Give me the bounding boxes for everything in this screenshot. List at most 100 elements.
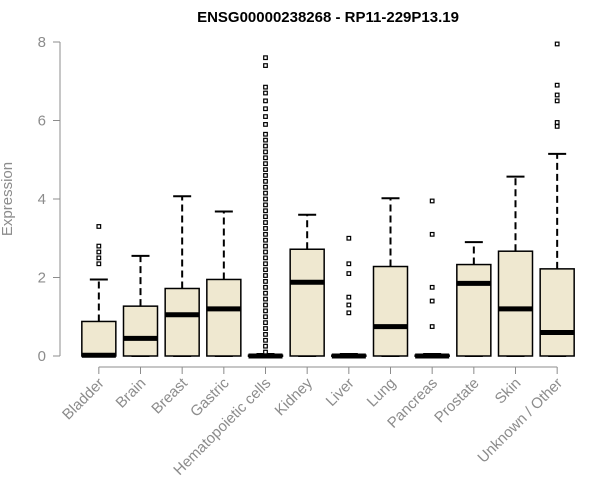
outlier-point: [263, 184, 268, 190]
outlier-point: [263, 226, 268, 231]
outlier-point: [346, 294, 352, 300]
outlier-point: [263, 63, 268, 68]
outlier-point: [263, 196, 268, 202]
box-iqr: [289, 248, 325, 357]
outlier-point: [263, 267, 268, 273]
outlier-point: [263, 173, 268, 178]
y-axis: 0 2 4 6 8: [38, 34, 61, 365]
outlier-point: [429, 198, 435, 204]
outlier-point: [263, 106, 268, 112]
outlier-point: [263, 255, 268, 261]
y-tick-label: 0: [38, 348, 46, 365]
outlier-point: [96, 224, 102, 229]
box-group: [122, 254, 159, 357]
outlier-point: [263, 337, 268, 343]
outlier-point: [96, 249, 102, 255]
box-group: [81, 224, 117, 358]
outlier-point: [554, 92, 560, 98]
box-iqr: [539, 268, 575, 357]
x-tick-label: Liver: [323, 375, 358, 410]
outlier-point: [263, 314, 268, 320]
outlier-point: [346, 302, 352, 308]
outlier-point: [554, 82, 560, 88]
box-group: [372, 197, 409, 357]
outlier-point: [263, 143, 268, 149]
outlier-point: [554, 123, 560, 129]
outlier-point: [554, 98, 560, 104]
box-iqr: [81, 320, 117, 357]
box-iqr: [206, 278, 242, 357]
outlier-point: [263, 349, 268, 355]
x-tick-label: Brain: [113, 375, 150, 412]
outlier-point: [263, 261, 268, 267]
outlier-point: [263, 178, 268, 184]
outlier-point: [263, 167, 268, 172]
outlier-point: [263, 149, 268, 155]
outlier-point: [554, 41, 560, 47]
outlier-point: [263, 114, 268, 119]
y-tick-label: 4: [38, 191, 46, 208]
y-axis-label: Expression: [0, 162, 16, 236]
outlier-point: [263, 220, 268, 225]
outlier-point: [263, 243, 268, 249]
outlier-point: [263, 231, 268, 237]
outlier-point: [96, 243, 102, 249]
outlier-point: [263, 284, 268, 290]
box-iqr: [122, 305, 159, 357]
outlier-point: [429, 298, 435, 304]
outlier-point: [263, 161, 268, 167]
outlier-point: [263, 131, 268, 137]
outlier-point: [263, 302, 268, 308]
x-tick-label: Bladder: [59, 375, 108, 424]
outlier-point: [263, 326, 268, 331]
outlier-point: [263, 208, 268, 214]
box-iqr: [456, 263, 492, 357]
chart-title: ENSG00000238268 - RP11-229P13.19: [197, 9, 459, 26]
y-tick-label: 8: [38, 34, 46, 51]
x-tick-label: Lung: [364, 375, 400, 411]
y-tick-label: 2: [38, 270, 46, 287]
outlier-point: [263, 290, 268, 296]
box-iqr: [164, 287, 200, 357]
boxes-group: [81, 41, 575, 359]
outlier-point: [263, 137, 268, 143]
outlier-point: [429, 231, 435, 237]
box-group: [497, 175, 534, 357]
outlier-point: [263, 296, 268, 302]
x-tick-label: Prostate: [431, 375, 483, 427]
box-group: [247, 55, 284, 359]
outlier-point: [429, 284, 435, 290]
box-group: [164, 195, 200, 357]
outlier-point: [346, 310, 352, 316]
y-tick-label: 6: [38, 113, 46, 130]
outlier-point: [346, 271, 352, 276]
outlier-point: [263, 98, 268, 104]
x-tick-label: Kidney: [272, 374, 317, 419]
box-group: [539, 41, 575, 357]
outlier-point: [429, 324, 435, 329]
outlier-point: [263, 237, 268, 243]
box-group: [206, 210, 242, 357]
outlier-point: [263, 279, 268, 284]
outlier-point: [263, 202, 268, 208]
outlier-point: [263, 320, 268, 326]
outlier-point: [263, 343, 268, 349]
outlier-point: [263, 190, 268, 196]
outlier-point: [554, 120, 560, 125]
outlier-point: [263, 332, 268, 337]
outlier-point: [96, 255, 102, 261]
box-iqr: [497, 250, 534, 357]
outlier-point: [263, 84, 268, 90]
outlier-point: [263, 122, 268, 127]
outlier-point: [263, 249, 268, 255]
box-group: [289, 213, 325, 357]
outlier-point: [346, 261, 352, 267]
box-group: [331, 235, 367, 359]
outlier-point: [263, 308, 268, 314]
outlier-point: [346, 235, 352, 241]
outlier-point: [263, 90, 268, 96]
outlier-point: [96, 261, 102, 267]
outlier-point: [263, 155, 268, 161]
